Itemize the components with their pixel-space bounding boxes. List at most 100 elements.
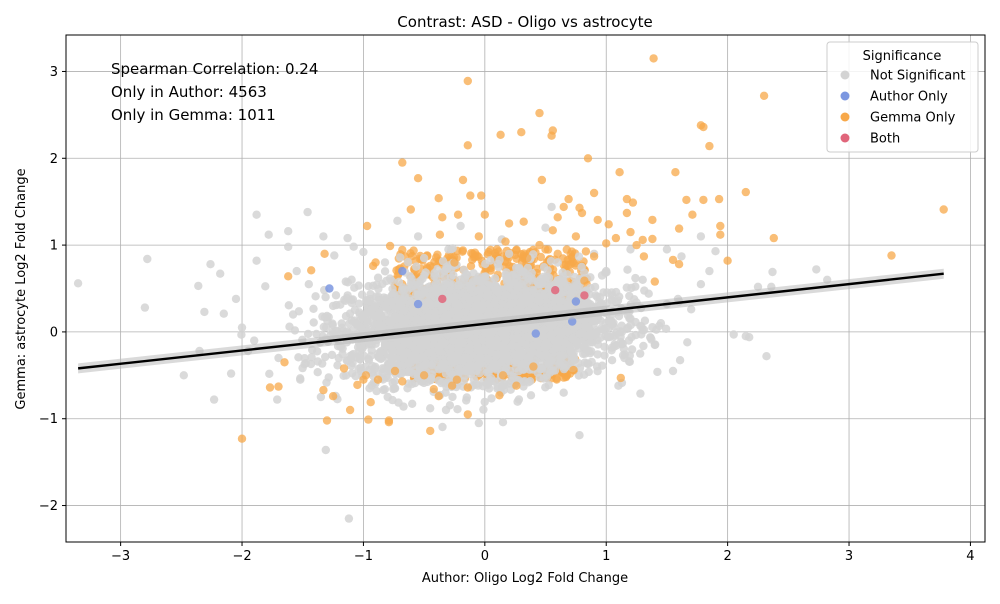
- gemma-only-point: [760, 92, 768, 100]
- not-significant-point: [381, 267, 389, 275]
- not-significant-point: [284, 227, 292, 235]
- not-significant-point: [421, 286, 429, 294]
- not-significant-point: [768, 268, 776, 276]
- not-significant-point: [529, 342, 537, 350]
- not-significant-point: [711, 247, 719, 255]
- not-significant-point: [250, 336, 258, 344]
- gemma-only-point: [584, 154, 592, 162]
- not-significant-point: [300, 360, 308, 368]
- not-significant-point: [645, 290, 653, 298]
- not-significant-point: [430, 269, 438, 277]
- not-significant-point: [343, 357, 351, 365]
- not-significant-point: [238, 323, 246, 331]
- gemma-only-point: [496, 131, 504, 139]
- gemma-only-point: [699, 123, 707, 131]
- not-significant-point: [408, 380, 416, 388]
- not-significant-point: [527, 391, 535, 399]
- not-significant-point: [554, 258, 562, 266]
- not-significant-point: [697, 280, 705, 288]
- not-significant-point: [252, 211, 260, 219]
- not-significant-point: [440, 313, 448, 321]
- not-significant-point: [426, 404, 434, 412]
- not-significant-point: [325, 373, 333, 381]
- not-significant-point: [338, 324, 346, 332]
- not-significant-point: [469, 269, 477, 277]
- not-significant-point: [513, 334, 521, 342]
- not-significant-point: [412, 278, 420, 286]
- not-significant-point: [544, 359, 552, 367]
- not-significant-point: [285, 323, 293, 331]
- not-significant-point: [412, 263, 420, 271]
- not-significant-point: [495, 256, 503, 264]
- not-significant-point: [568, 286, 576, 294]
- not-significant-point: [388, 297, 396, 305]
- not-significant-point: [697, 232, 705, 240]
- gemma-only-band-point: [582, 247, 590, 255]
- not-significant-point: [587, 331, 595, 339]
- not-significant-point: [669, 367, 677, 375]
- not-significant-point: [541, 383, 549, 391]
- not-significant-point: [385, 341, 393, 349]
- not-significant-point: [582, 300, 590, 308]
- not-significant-point: [265, 231, 273, 239]
- not-significant-point: [329, 302, 337, 310]
- not-significant-point: [614, 382, 622, 390]
- not-significant-point: [310, 318, 318, 326]
- not-significant-point: [519, 289, 527, 297]
- not-significant-point: [384, 393, 392, 401]
- not-significant-point: [524, 378, 532, 386]
- not-significant-point: [425, 348, 433, 356]
- not-significant-point: [206, 260, 214, 268]
- not-significant-point: [554, 295, 562, 303]
- not-significant-point: [227, 369, 235, 377]
- not-significant-point: [596, 293, 604, 301]
- not-significant-point: [194, 282, 202, 290]
- not-significant-point: [332, 291, 340, 299]
- not-significant-point: [563, 327, 571, 335]
- not-significant-point: [730, 330, 738, 338]
- not-significant-point: [523, 333, 531, 341]
- not-significant-point: [475, 419, 483, 427]
- not-significant-point: [428, 370, 436, 378]
- not-significant-point: [358, 344, 366, 352]
- not-significant-point: [465, 346, 473, 354]
- gemma-only-band-point: [567, 255, 575, 263]
- not-significant-point: [319, 232, 327, 240]
- not-significant-point: [473, 338, 481, 346]
- not-significant-point: [607, 296, 615, 304]
- not-significant-point: [552, 342, 560, 350]
- not-significant-point: [585, 368, 593, 376]
- not-significant-point: [499, 418, 507, 426]
- not-significant-point: [521, 269, 529, 277]
- not-significant-point: [350, 243, 358, 251]
- not-significant-point: [357, 323, 365, 331]
- not-significant-point: [338, 350, 346, 358]
- not-significant-point: [505, 357, 513, 365]
- not-significant-point: [420, 254, 428, 262]
- not-significant-point: [313, 347, 321, 355]
- not-significant-point: [498, 307, 506, 315]
- gemma-only-band-point: [467, 262, 475, 270]
- not-significant-point: [74, 279, 82, 287]
- not-significant-point: [289, 310, 297, 318]
- not-significant-point: [453, 405, 461, 413]
- not-significant-point: [594, 350, 602, 358]
- not-significant-point: [472, 362, 480, 370]
- not-significant-point: [323, 312, 331, 320]
- not-significant-point: [456, 222, 464, 230]
- not-significant-point: [442, 406, 450, 414]
- not-significant-point: [705, 267, 713, 275]
- not-significant-point: [403, 286, 411, 294]
- not-significant-point: [336, 301, 344, 309]
- not-significant-point: [312, 330, 320, 338]
- not-significant-point: [252, 257, 260, 265]
- not-significant-point: [676, 356, 684, 364]
- not-significant-point: [535, 374, 543, 382]
- not-significant-point: [365, 384, 373, 392]
- not-significant-point: [392, 304, 400, 312]
- not-significant-point: [559, 277, 567, 285]
- not-significant-point: [547, 330, 555, 338]
- not-significant-point: [371, 302, 379, 310]
- not-significant-point: [455, 346, 463, 354]
